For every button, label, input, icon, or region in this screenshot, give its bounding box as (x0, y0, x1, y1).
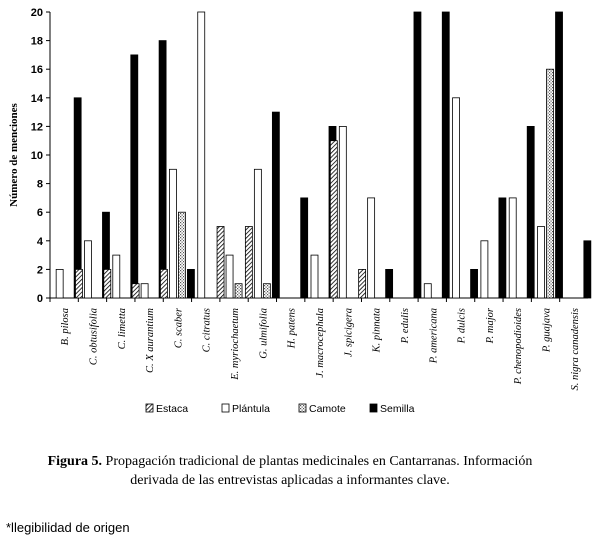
x-category-label: G. ulmifolia (258, 308, 269, 359)
bar-plántula-16 (508, 197, 517, 299)
bar-plántula-7 (253, 168, 262, 299)
x-category-label: K. pinnata (372, 308, 383, 353)
bar-estaca-7 (244, 226, 253, 299)
bar-plántula-2 (112, 254, 121, 299)
y-tick-label: 0 (37, 293, 43, 305)
bar-estaca-6 (216, 226, 225, 299)
bar-estaca-11 (358, 268, 367, 299)
bar-chart: 0 2 4 6 8 10 12 14 16 18 20 Número de menciones B. … (8, 7, 592, 415)
bar-estaca-2 (103, 268, 112, 299)
y-tick-label: 6 (37, 207, 43, 219)
y-tick-label: 14 (31, 93, 44, 105)
bar-estaca-4 (160, 268, 168, 299)
bar-semilla-14 (470, 268, 478, 299)
x-category-label: J. spicigera (343, 308, 354, 357)
x-category-label: P. guajava (542, 308, 553, 353)
y-tick-label: 8 (37, 179, 43, 191)
bar-plántula-5 (197, 11, 206, 299)
x-category-label: C. obtusifolia (88, 308, 99, 365)
x-category-label: P. chenopodioides (513, 308, 524, 385)
bar-plántula-4 (169, 168, 177, 299)
bar-semilla-16 (526, 126, 535, 299)
y-tick-label: 18 (31, 36, 43, 48)
caption-text: Propagación tradicional de plantas medic… (105, 454, 533, 488)
x-category-label: C. X aurantium (145, 308, 156, 373)
x-category-label: J. macrocephala (315, 308, 326, 378)
bar-plántula-14 (452, 97, 460, 299)
legend-label-estaca: Estaca (156, 403, 188, 415)
bar-plántula-15 (480, 240, 489, 299)
y-tick-label: 4 (37, 236, 44, 248)
bar-plántula-17 (537, 226, 545, 299)
x-category-label: P. edulis (400, 308, 411, 344)
bar-plántula-10 (338, 126, 347, 299)
legend-label-camote: Camote (309, 403, 346, 415)
legend-label-plántula: Plántula (232, 403, 270, 415)
y-axis-label: Número de menciones (8, 102, 20, 206)
bar-estaca-1 (75, 268, 83, 299)
bar-plántula-0 (55, 268, 64, 299)
legend-swatch-camote (298, 403, 307, 413)
bar-camote-17 (546, 68, 554, 299)
bar-semilla-8 (300, 197, 309, 299)
bar-camote-6 (234, 283, 243, 299)
x-category-label: C. citratus (202, 308, 213, 352)
bar-semilla-0 (73, 97, 82, 299)
y-tick-label: 12 (31, 121, 43, 133)
x-category-label: C. scaber (173, 307, 184, 348)
y-tick-label: 20 (31, 7, 43, 19)
x-category-label: P. americana (428, 308, 439, 364)
bar-estaca-10 (329, 140, 338, 299)
x-category-label: S. nigra canadensis (570, 308, 581, 391)
x-category-label: C. limetta (117, 308, 128, 349)
legend-swatch-estaca (145, 403, 154, 413)
bar-semilla-7 (271, 111, 280, 299)
bar-semilla-3 (158, 40, 167, 299)
y-tick-label: 10 (31, 150, 43, 162)
bar-semilla-18 (583, 240, 592, 299)
bar-camote-4 (178, 211, 186, 299)
footnote: *llegibilidad de origen (6, 520, 130, 535)
bar-semilla-12 (413, 11, 422, 299)
caption-label: Figura 5. (47, 454, 103, 469)
bar-semilla-11 (385, 268, 394, 299)
x-category-label: B. pilosa (60, 308, 71, 345)
bar-semilla-17 (555, 11, 563, 299)
x-category-label: P. major (485, 307, 496, 344)
figure-caption: Figura 5. Propagación tradicional de pla… (40, 452, 540, 490)
bar-semilla-4 (187, 268, 195, 299)
bar-camote-7 (262, 283, 271, 299)
bar-plántula-1 (84, 240, 92, 299)
legend-swatch-semilla (369, 403, 378, 413)
bar-semilla-15 (498, 197, 507, 299)
x-category-label: E. myriochaetum (230, 308, 241, 381)
bar-semilla-2 (130, 54, 139, 299)
bar-semilla-13 (441, 11, 450, 299)
legend-swatch-plántula (221, 403, 230, 413)
bar-plántula-6 (225, 254, 234, 299)
y-tick-label: 2 (37, 264, 43, 276)
bar-plántula-9 (310, 254, 319, 299)
bar-plántula-13 (423, 283, 432, 299)
x-category-label: P. dulcis (457, 308, 468, 344)
bar-plántula-3 (140, 283, 149, 299)
bar-estaca-3 (131, 283, 140, 299)
legend-label-semilla: Semilla (380, 403, 415, 415)
y-tick-label: 16 (31, 64, 43, 76)
x-category-label: H. patens (287, 308, 298, 349)
bar-plántula-11 (367, 197, 376, 299)
